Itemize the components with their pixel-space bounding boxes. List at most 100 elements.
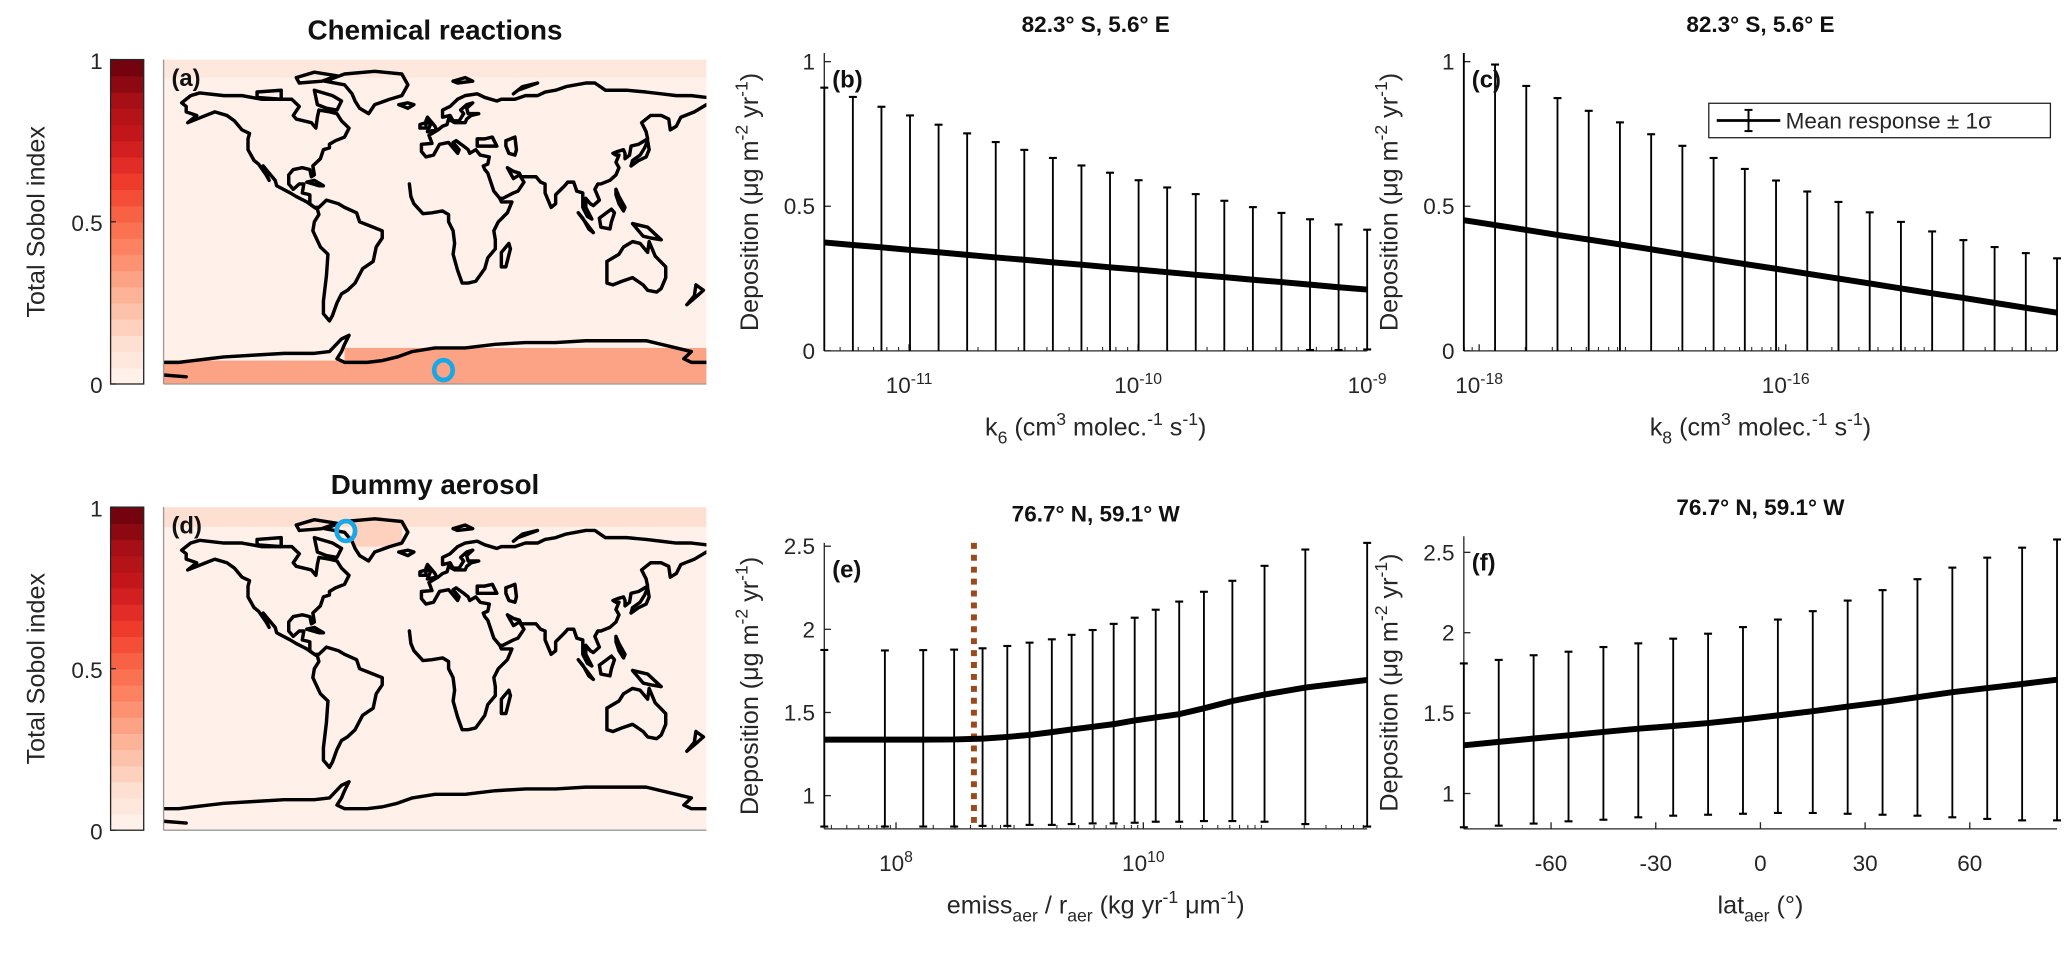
colorbar-level [110, 254, 144, 272]
map-background [163, 507, 707, 831]
colorbar-tick-label: 0 [90, 373, 103, 398]
error-bar [1553, 97, 1562, 351]
colorbar-label: Total Sobol index [22, 126, 50, 318]
y-tick-label: 2 [1442, 621, 1455, 646]
map-panel-chemical-reactions: Chemical reactions 0 0.5 1 Total Sobol inde… [22, 15, 707, 398]
error-bar [1163, 186, 1172, 351]
coastline [511, 528, 540, 543]
y-tick-label: 0.5 [784, 194, 815, 219]
y-tick-label: 1.5 [1423, 701, 1454, 726]
error-bar [820, 86, 829, 351]
error-bar [1459, 662, 1468, 829]
panel-title: 82.3° S, 5.6° E [1686, 12, 1834, 37]
y-tick-label: 1.5 [784, 700, 815, 725]
colorbar-level [110, 238, 144, 255]
mean-response-line [824, 239, 1368, 293]
colorbar-level [110, 523, 144, 541]
coastline [511, 81, 540, 96]
mean-response-line [824, 676, 1368, 743]
colorbar-level [110, 684, 144, 702]
x-tick-label: 30 [1853, 851, 1878, 876]
colorbar-level [110, 335, 144, 353]
coastline [255, 88, 283, 101]
colorbar-level [110, 156, 144, 174]
chart-panel-c: 82.3° S, 5.6° E 0 0.5 1 10-18 10-16 k8 (cm3 mo… [1371, 12, 2062, 448]
error-bar [877, 105, 886, 351]
coastline [451, 523, 475, 533]
coastline [630, 668, 663, 689]
error-bar [2021, 252, 2030, 351]
coastline [498, 550, 707, 668]
error-bar [1615, 121, 1624, 351]
coastline [614, 634, 627, 660]
y-axis-label: Deposition (μg m-2 yr-1) [1371, 73, 1404, 331]
y-tick-label: 1 [1442, 50, 1455, 75]
colorbar-level [110, 507, 144, 524]
coastline [576, 211, 596, 235]
y-tick-label: 0 [803, 339, 816, 364]
panel-label: (c) [1472, 66, 1501, 93]
error-bar [1522, 84, 1531, 351]
mean-response-line [1463, 217, 2058, 316]
coastline [418, 120, 428, 130]
coastline [498, 102, 707, 221]
colorbar-level [110, 652, 144, 670]
colorbar-level [110, 700, 144, 718]
error-bar [1740, 167, 1749, 351]
coastlines [163, 517, 707, 825]
error-bar [1709, 156, 1718, 351]
x-tick-label: 10-11 [886, 371, 933, 398]
legend: Mean response ± 1σ [1708, 102, 2052, 139]
x-tick-label: 10-16 [1762, 371, 1810, 398]
coastline [312, 535, 344, 560]
x-axis-label: emissaer / raer (kg yr-1 μm-1) [947, 887, 1245, 926]
y-tick-label: 1 [803, 50, 816, 75]
coastline [504, 135, 519, 157]
x-tick-label: 60 [1957, 851, 1982, 876]
location-marker-circle [431, 357, 456, 383]
colorbar-level [110, 319, 144, 336]
coastline [179, 91, 384, 323]
panel-label: (d) [172, 513, 202, 540]
error-bar [1077, 164, 1086, 351]
error-bar [1020, 148, 1029, 351]
error-bar [1106, 171, 1114, 351]
error-bar [848, 95, 857, 351]
coastline [397, 101, 416, 110]
coastline [475, 582, 499, 596]
coastline [255, 535, 283, 549]
error-bar [934, 123, 943, 351]
colorbar-level [110, 140, 144, 158]
coastline [323, 517, 410, 563]
coastline [305, 178, 326, 188]
colorbar-level [110, 765, 144, 783]
map-panel-dummy-aerosol: Dummy aerosol 0 0.5 1 Total Sobol index (d) [22, 469, 707, 844]
y-tick-label: 1 [1442, 781, 1455, 806]
coastline [179, 538, 384, 770]
coastline [418, 568, 428, 578]
coastline [163, 780, 707, 811]
sobol-region [163, 59, 707, 78]
colorbar-level [110, 587, 144, 605]
mean-response-line [1463, 676, 2058, 749]
colorbar-level [110, 571, 144, 589]
error-bar [1584, 109, 1593, 351]
chart-panel-b: 82.3° S, 5.6° E 0 0.5 1 10-11 10-10 10-9 k6 (cm… [732, 12, 1387, 448]
error-bar [991, 140, 1000, 351]
colorbar-level [110, 539, 144, 557]
colorbar-level [110, 205, 144, 223]
coastline [163, 819, 188, 825]
colorbar-level [110, 555, 144, 573]
chart-panel-f: 76.7° N, 59.1° W 1 1.5 2 2.5 -60 -30 0 30 60 latae… [1371, 495, 2062, 926]
map-title: Chemical reactions [308, 15, 563, 46]
coastline [424, 115, 439, 134]
panel-label: (b) [832, 66, 862, 93]
coastline [499, 241, 513, 269]
coastlines [163, 69, 707, 379]
colorbar-level [110, 717, 144, 734]
coastline [407, 528, 707, 732]
x-axis-label: k8 (cm3 molec.-1 s-1) [1650, 409, 1871, 448]
colorbar-level [110, 367, 144, 385]
coastline [685, 729, 706, 753]
sobol-field [163, 59, 707, 384]
